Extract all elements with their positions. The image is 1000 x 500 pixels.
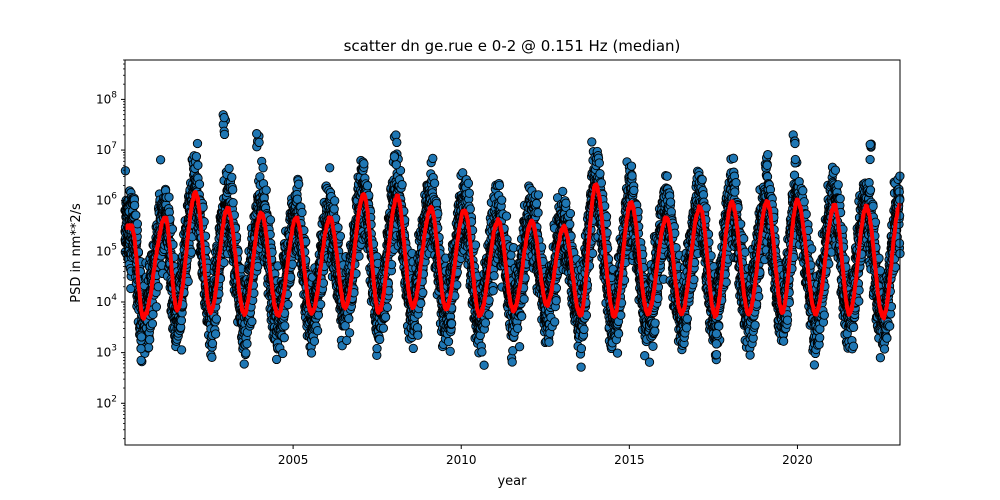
scatter-point: [576, 343, 587, 354]
scatter-point: [344, 328, 355, 338]
scatter-point: [565, 208, 576, 219]
scatter-point: [261, 185, 271, 195]
scatter-point: [418, 287, 428, 298]
scatter-point: [512, 323, 523, 333]
scatter-point: [176, 315, 187, 326]
scatter-point: [194, 179, 205, 189]
scatter-point: [309, 336, 320, 346]
scatter-point: [283, 299, 293, 310]
scatter-point: [306, 348, 317, 358]
scatter-point: [408, 343, 418, 354]
scatter-point: [413, 330, 423, 340]
scatter-point: [239, 359, 249, 369]
scatter-point: [279, 333, 289, 343]
scatter-point: [297, 207, 307, 218]
scatter-point: [210, 329, 221, 339]
scatter-point: [148, 309, 158, 320]
scatter-point: [228, 185, 238, 195]
scatter-point: [533, 190, 544, 200]
scatter-point: [207, 338, 218, 349]
scatter-point: [375, 334, 385, 345]
scatter-point: [129, 200, 140, 211]
scatter-point: [294, 179, 304, 189]
scatter-point: [131, 210, 141, 220]
scatter-point: [501, 211, 512, 221]
scatter-point: [258, 163, 268, 173]
scatter-point: [342, 335, 352, 346]
scatter-point: [382, 302, 392, 312]
scatter-point: [544, 337, 554, 347]
scatter-point: [445, 346, 455, 356]
scatter-point: [489, 271, 499, 281]
scatter-point: [193, 160, 203, 170]
scatter-point: [176, 345, 187, 355]
scatter-point: [265, 215, 276, 225]
scatter-point: [362, 181, 373, 191]
scatter-point: [132, 219, 143, 229]
plot-area: [120, 110, 905, 372]
scatter-point: [519, 294, 529, 304]
scatter-point: [242, 339, 252, 349]
scatter-point: [533, 208, 543, 218]
scatter-point: [551, 296, 561, 306]
scatter-point: [325, 163, 335, 173]
scatter-point: [378, 323, 389, 333]
scatter-point: [558, 186, 568, 197]
scatter-point: [247, 316, 257, 327]
scatter-point: [151, 302, 162, 312]
scatter-point: [579, 324, 589, 335]
scatter-point: [446, 319, 457, 329]
scatter-point: [335, 231, 346, 241]
scatter-point: [514, 342, 525, 352]
scatter-point: [207, 352, 217, 362]
scatter-point: [561, 198, 571, 208]
scatter-point: [145, 335, 155, 345]
scatter-point: [463, 178, 474, 188]
scatter-point: [397, 180, 407, 190]
scatter-point: [517, 311, 527, 321]
scatter-point: [359, 159, 369, 169]
scatter-point: [479, 360, 489, 370]
scatter-point: [292, 194, 303, 204]
scatter-point: [191, 151, 202, 162]
scatter-point: [484, 310, 494, 320]
scatter-point: [550, 317, 560, 327]
scatter-point: [576, 362, 586, 372]
scatter-point: [429, 178, 440, 188]
scatter-point: [278, 348, 288, 359]
scatter-point: [344, 313, 354, 324]
scatter-point: [477, 347, 487, 357]
scatter-point: [480, 318, 491, 328]
scatter-point: [330, 196, 340, 206]
scatter-point: [155, 155, 166, 165]
scatter-point: [428, 153, 438, 164]
scatter-point: [494, 180, 505, 191]
scatter-point: [211, 314, 222, 324]
scatter-point: [380, 312, 391, 322]
scatter-point: [228, 198, 238, 208]
scatter-point: [497, 195, 507, 205]
scatter-point: [488, 286, 498, 296]
scatter-point: [164, 192, 174, 202]
scatter-point: [372, 343, 382, 354]
scatter-point: [280, 321, 290, 331]
scatter-point: [329, 204, 339, 214]
scatter-point: [219, 257, 229, 268]
chart-title: scatter dn ge.rue e 0-2 @ 0.151 Hz (medi…: [344, 37, 681, 55]
scatter-point: [464, 188, 474, 198]
scatter-point: [227, 172, 237, 182]
scatter-point: [241, 348, 251, 358]
scatter-point: [312, 326, 323, 336]
scatter-point: [147, 319, 158, 329]
scatter-point: [143, 342, 154, 353]
scatter-point: [531, 198, 542, 209]
scatter-point: [224, 163, 234, 174]
scatter-point: [153, 282, 163, 292]
scatter-point: [507, 357, 517, 367]
scatter-point: [443, 336, 454, 347]
scatter-point: [192, 138, 203, 149]
